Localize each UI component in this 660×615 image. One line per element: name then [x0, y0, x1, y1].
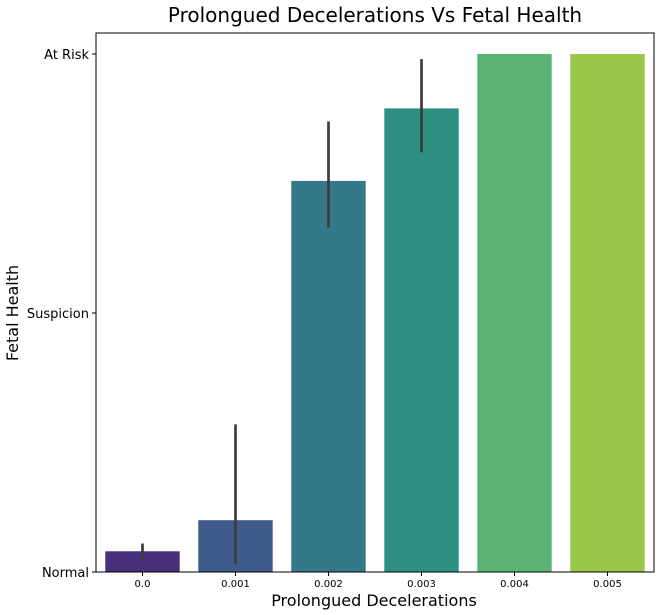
bar-0.002	[291, 180, 366, 572]
x-tick-label-0.003: 0.003	[407, 579, 436, 590]
bar-0.005	[570, 54, 645, 572]
x-tick-label-0.002: 0.002	[314, 579, 343, 590]
axes-layer	[95, 32, 655, 573]
y-axis-label: Fetal Health	[3, 265, 22, 361]
x-tick-label-0.005: 0.005	[593, 579, 622, 590]
ticks-layer: 0.0 0.001 0.002 0.003 0.004 0.005 Normal Suspic…	[27, 48, 622, 590]
chart-title: Prolongued Decelerations Vs Fetal Health	[168, 3, 582, 27]
bar-0.0	[105, 551, 180, 572]
x-tick-label-0.001: 0.001	[221, 579, 250, 590]
x-axis-label: Prolongued Decelerations	[271, 591, 477, 610]
bars-layer	[105, 54, 645, 572]
x-tick-label-0.004: 0.004	[500, 579, 529, 590]
bar-0.003	[384, 108, 459, 572]
y-tick-label-suspicion: Suspicion	[27, 307, 89, 322]
y-tick-label-normal: Normal	[42, 566, 89, 581]
plot-frame	[95, 32, 655, 573]
x-tick-label-0.0: 0.0	[135, 579, 151, 590]
y-tick-label-at risk: At Risk	[44, 48, 89, 63]
bar-0.004	[477, 54, 552, 572]
error-bars-layer	[141, 59, 423, 565]
